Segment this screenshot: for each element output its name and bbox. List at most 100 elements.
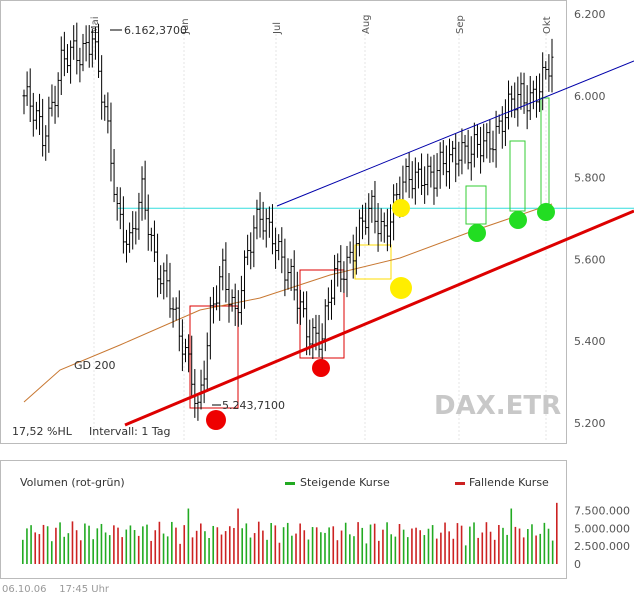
- volume-bar: [241, 528, 243, 564]
- price-bar: [143, 160, 147, 220]
- price-bar: [547, 54, 551, 92]
- month-label: Mai: [90, 16, 101, 34]
- volume-bar: [390, 534, 393, 564]
- price-bar: [373, 180, 377, 234]
- price-bar: [326, 287, 330, 321]
- volume-bar: [435, 538, 438, 564]
- volume-bar: [448, 531, 450, 564]
- price-bar: [243, 250, 247, 309]
- price-bar: [463, 134, 467, 164]
- price-bar: [156, 233, 160, 298]
- volume-bar: [315, 527, 318, 564]
- volume-bar: [75, 530, 78, 564]
- price-bar: [239, 275, 243, 325]
- green-signal-dot: [468, 224, 486, 242]
- volume-bar: [282, 527, 285, 564]
- volume-bar: [469, 526, 471, 564]
- price-bar: [50, 84, 54, 117]
- price-bar: [168, 262, 172, 318]
- volume-bar: [332, 526, 335, 564]
- volume-tick-label: 2.500.000: [574, 540, 630, 553]
- support-trendline: [124, 209, 634, 427]
- price-bar: [280, 227, 284, 274]
- price-bar: [208, 296, 212, 360]
- price-bar: [59, 36, 63, 96]
- price-bar: [112, 149, 116, 203]
- price-bar: [187, 334, 191, 373]
- volume-bar: [502, 527, 504, 564]
- price-bar: [159, 265, 163, 294]
- price-bar: [233, 283, 237, 326]
- volume-bar: [187, 508, 190, 564]
- volume-bar: [63, 536, 65, 564]
- volume-bar: [108, 535, 111, 564]
- volume-bar: [104, 532, 107, 564]
- volume-bar: [406, 537, 409, 564]
- price-bar: [507, 80, 511, 130]
- price-bar: [199, 369, 203, 410]
- price-bar: [162, 262, 166, 300]
- price-bar: [202, 360, 206, 404]
- price-bar: [388, 204, 392, 248]
- price-bar: [305, 291, 309, 356]
- price-bar: [103, 94, 107, 121]
- price-bar: [90, 28, 94, 68]
- price-bar: [146, 194, 150, 251]
- volume-bar: [262, 530, 264, 564]
- volume-bar: [456, 523, 459, 564]
- volume-bar: [212, 525, 215, 564]
- month-label: Jun: [180, 18, 191, 35]
- price-bar: [215, 285, 219, 311]
- price-bar: [503, 99, 507, 147]
- price-bar: [354, 226, 358, 275]
- month-label: Okt: [542, 16, 553, 34]
- volume-bar: [498, 525, 500, 564]
- price-bar: [227, 273, 231, 323]
- volume-bar: [266, 539, 268, 564]
- moving-average-line: [23, 203, 553, 403]
- price-bar: [109, 102, 113, 182]
- volume-bar: [431, 525, 434, 564]
- price-bar: [190, 335, 194, 397]
- month-label: Jul: [272, 22, 283, 35]
- price-bar: [485, 123, 489, 159]
- yellow-signal-dot: [390, 277, 412, 299]
- price-bar: [53, 85, 57, 124]
- volume-bar: [369, 524, 372, 564]
- legend-up-swatch: [285, 482, 295, 485]
- price-bar: [171, 297, 175, 328]
- price-bar: [323, 299, 327, 352]
- volume-bar: [30, 525, 32, 564]
- volume-bar: [125, 529, 128, 564]
- volume-title: Volumen (rot-grün): [20, 476, 125, 489]
- price-bar: [252, 215, 256, 268]
- price-bar: [410, 161, 414, 199]
- interval-text: Intervall: 1 Tag: [89, 425, 171, 438]
- volume-bar: [307, 539, 310, 564]
- price-bar: [491, 130, 495, 163]
- signal-dots: [206, 199, 555, 430]
- price-bar: [84, 25, 88, 62]
- footer-date: 06.10.06: [2, 584, 47, 595]
- price-bar: [274, 227, 278, 269]
- price-bar: [93, 26, 97, 60]
- price-bar: [41, 98, 45, 157]
- volume-bar: [100, 523, 103, 564]
- price-bar: [460, 128, 464, 175]
- volume-bar: [328, 527, 330, 564]
- price-bar: [218, 266, 222, 321]
- price-bar: [454, 133, 458, 183]
- red-signal-dot: [312, 359, 330, 377]
- volume-bar: [547, 528, 550, 564]
- price-bar: [221, 248, 225, 291]
- volume-bar: [96, 528, 99, 564]
- price-bar: [438, 142, 442, 189]
- high-annotation: 6.162,3700: [124, 24, 187, 37]
- price-bar: [100, 55, 104, 120]
- volume-bar: [419, 530, 421, 564]
- price-bar: [317, 314, 321, 358]
- volume-bar: [506, 534, 508, 564]
- volume-chart: Volumen (rot-grün) Steigende Kurse Falle…: [0, 460, 630, 579]
- volume-bar: [67, 533, 70, 564]
- volume-bar: [373, 523, 376, 564]
